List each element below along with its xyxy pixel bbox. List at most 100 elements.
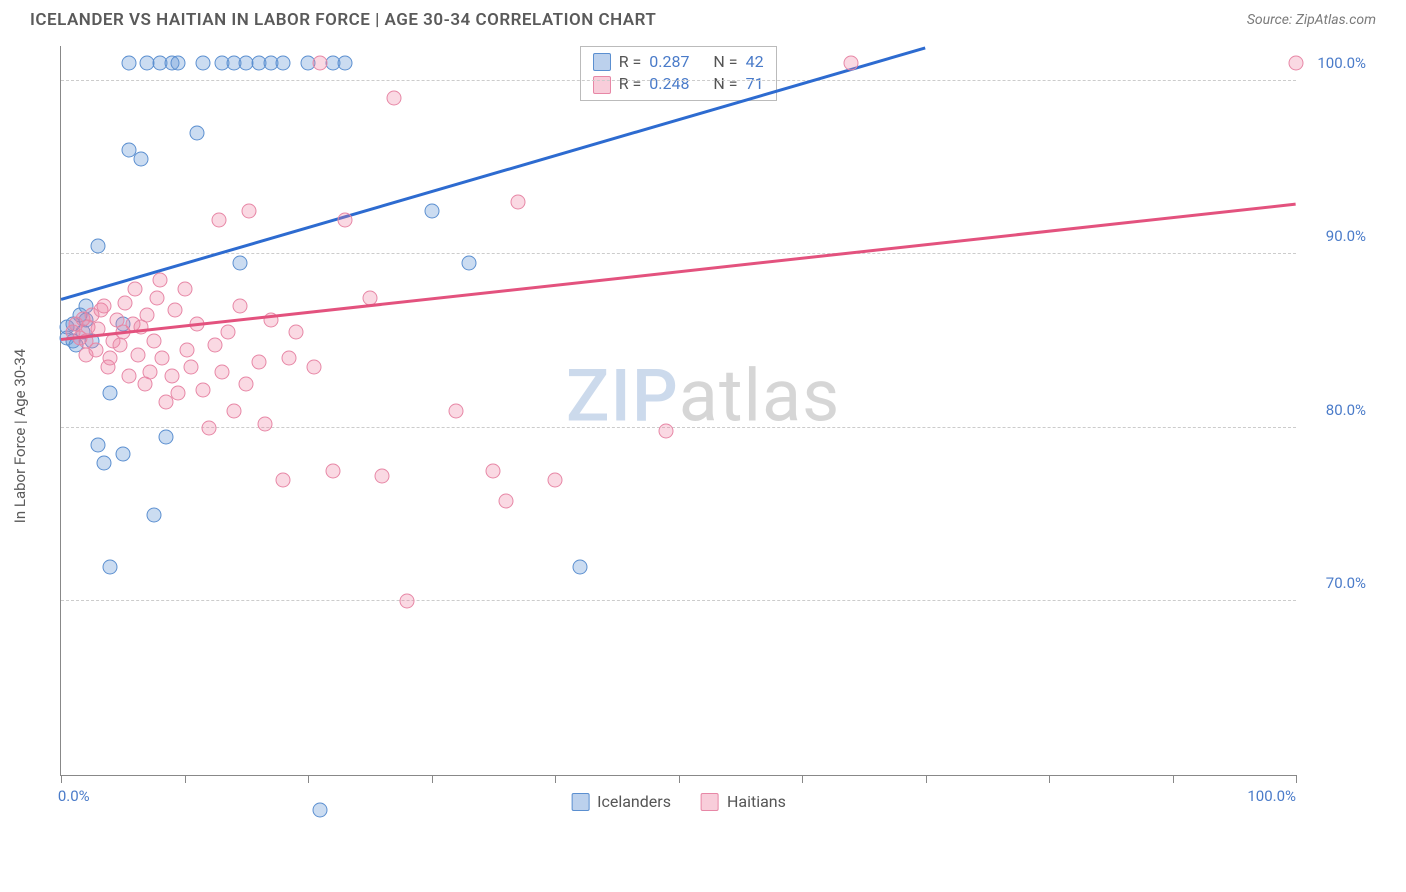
legend-swatch [593, 53, 611, 71]
stats-legend: R =0.287 N =42R =0.248 N =71 [580, 46, 777, 101]
data-point [276, 472, 291, 487]
legend-item: Haitians [701, 792, 786, 811]
x-tick [926, 775, 927, 783]
stat-key: R = [619, 51, 642, 73]
data-point [214, 365, 229, 380]
chart-title: ICELANDER VS HAITIAN IN LABOR FORCE | AG… [30, 10, 656, 30]
data-point [313, 56, 328, 71]
chart-area: In Labor Force | Age 30-34 ZIPatlas R =0… [60, 36, 1376, 836]
data-point [128, 282, 143, 297]
data-point [233, 255, 248, 270]
legend-swatch [593, 76, 611, 94]
x-tick [432, 775, 433, 783]
data-point [375, 469, 390, 484]
data-point [387, 91, 402, 106]
data-point [152, 273, 167, 288]
data-point [399, 594, 414, 609]
data-point [103, 386, 118, 401]
stats-row: R =0.248 N =71 [593, 73, 764, 95]
data-point [165, 368, 180, 383]
data-point [226, 403, 241, 418]
legend-swatch [571, 793, 589, 811]
y-tick-label: 100.0% [1317, 54, 1366, 72]
plot-region: ZIPatlas R =0.287 N =42R =0.248 N =71 Ic… [60, 46, 1296, 776]
data-point [461, 255, 476, 270]
data-point [158, 429, 173, 444]
data-point [140, 308, 155, 323]
data-point [88, 342, 103, 357]
data-point [103, 559, 118, 574]
data-point [196, 382, 211, 397]
watermark-rest: atlas [679, 353, 841, 438]
gridline-h [61, 600, 1296, 601]
data-point [189, 125, 204, 140]
data-point [548, 472, 563, 487]
data-point [572, 559, 587, 574]
data-point [142, 365, 157, 380]
data-point [844, 56, 859, 71]
data-point [486, 464, 501, 479]
data-point [121, 368, 136, 383]
data-point [183, 360, 198, 375]
stat-key: R = [619, 73, 642, 95]
y-tick-label: 70.0% [1326, 574, 1366, 592]
data-point [510, 195, 525, 210]
data-point [146, 334, 161, 349]
data-point [257, 417, 272, 432]
x-tick [679, 775, 680, 783]
data-point [449, 403, 464, 418]
legend-label: Haitians [727, 792, 786, 811]
trend-line [61, 202, 1296, 340]
data-point [150, 290, 165, 305]
data-point [118, 295, 133, 310]
data-point [239, 377, 254, 392]
data-point [288, 325, 303, 340]
data-point [134, 151, 149, 166]
data-point [659, 424, 674, 439]
data-point [251, 354, 266, 369]
data-point [241, 203, 256, 218]
x-tick [1173, 775, 1174, 783]
data-point [208, 337, 223, 352]
data-point [276, 56, 291, 71]
data-point [97, 455, 112, 470]
data-point [130, 347, 145, 362]
data-point [202, 420, 217, 435]
x-tick [802, 775, 803, 783]
x-tick [61, 775, 62, 783]
stat-value: 0.248 [649, 73, 689, 95]
legend-label: Icelanders [597, 792, 671, 811]
data-point [103, 351, 118, 366]
data-point [91, 438, 106, 453]
data-point [146, 507, 161, 522]
data-point [233, 299, 248, 314]
x-tick-label: 0.0% [58, 787, 90, 805]
x-tick [308, 775, 309, 783]
y-axis-label: In Labor Force | Age 30-34 [11, 349, 29, 523]
data-point [196, 56, 211, 71]
data-point [338, 56, 353, 71]
legend-item: Icelanders [571, 792, 671, 811]
data-point [177, 282, 192, 297]
data-point [179, 342, 194, 357]
x-tick [1049, 775, 1050, 783]
data-point [155, 351, 170, 366]
data-point [121, 56, 136, 71]
data-point [171, 386, 186, 401]
data-point [498, 493, 513, 508]
data-point [338, 212, 353, 227]
data-point [1289, 56, 1304, 71]
data-point [167, 302, 182, 317]
x-tick [555, 775, 556, 783]
data-point [97, 299, 112, 314]
gridline-h [61, 253, 1296, 254]
stat-key: N = [713, 73, 737, 95]
data-point [424, 203, 439, 218]
y-tick-label: 90.0% [1326, 227, 1366, 245]
y-tick-label: 80.0% [1326, 401, 1366, 419]
data-point [212, 212, 227, 227]
data-point [115, 446, 130, 461]
data-point [171, 56, 186, 71]
data-point [282, 351, 297, 366]
gridline-h [61, 80, 1296, 81]
